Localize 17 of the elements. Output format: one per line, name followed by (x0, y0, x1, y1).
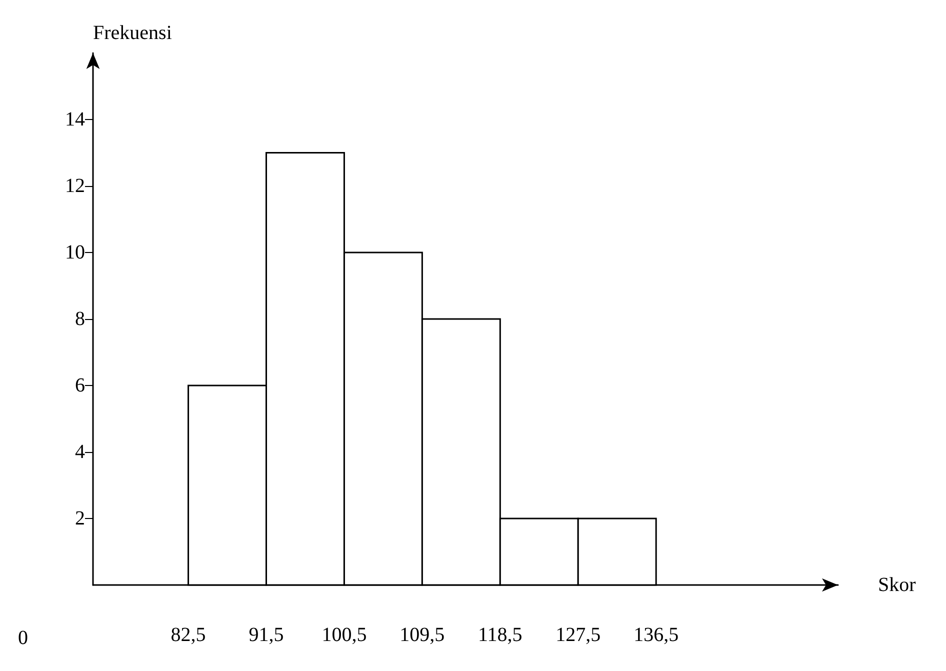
y-tick-label: 14 (65, 108, 85, 130)
y-tick-label: 6 (75, 374, 85, 396)
x-tick-label: 100,5 (322, 624, 367, 646)
x-tick-label: 82,5 (170, 624, 206, 646)
x-tick-label: 136,5 (634, 624, 679, 646)
y-tick-label: 10 (65, 242, 85, 264)
y-tick-label: 12 (65, 175, 85, 197)
y-tick-label: 4 (75, 441, 85, 463)
text: 0 (18, 627, 28, 649)
y-tick-label: 2 (75, 508, 85, 530)
x-tick-label: 109,5 (400, 624, 445, 646)
x-tick-label: 118,5 (478, 624, 522, 646)
x-axis-title: Skor (878, 574, 916, 596)
x-tick-label: 127,5 (556, 624, 601, 646)
x-tick-label: 91,5 (248, 624, 284, 646)
y-tick-label: 8 (75, 308, 85, 330)
y-axis-title: Frekuensi (93, 22, 172, 44)
